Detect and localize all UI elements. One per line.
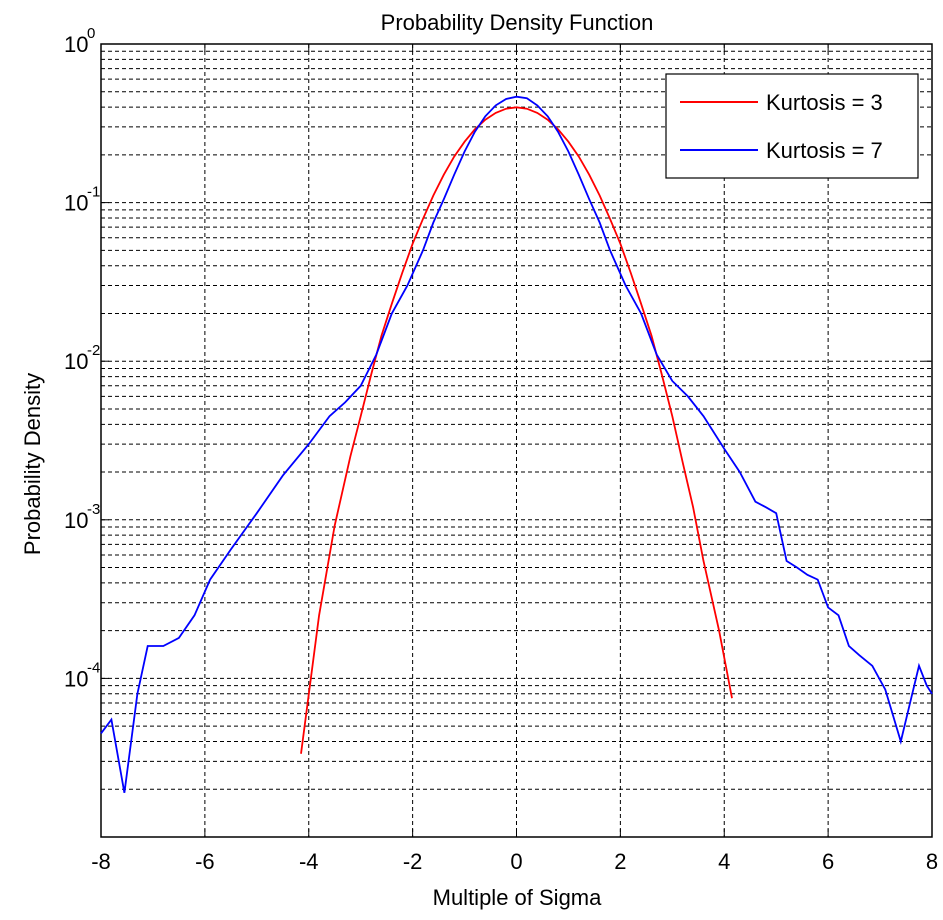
x-tick-label: -8	[91, 849, 111, 874]
x-tick-label: -6	[195, 849, 215, 874]
x-tick-label: 6	[822, 849, 834, 874]
y-tick-label-base: 10	[64, 666, 88, 691]
series-line-2	[100, 95, 933, 793]
series-layer	[100, 95, 933, 793]
x-tick-label: -4	[299, 849, 319, 874]
x-tick-label: 2	[614, 849, 626, 874]
legend-box	[665, 73, 919, 179]
chart-title: Probability Density Function	[381, 10, 654, 35]
y-tick-label-exponent: -4	[87, 659, 100, 676]
grid	[101, 44, 932, 837]
y-tick-label-base: 10	[64, 191, 88, 216]
x-axis-label: Multiple of Sigma	[433, 885, 603, 910]
y-tick-label-exponent: -3	[87, 501, 100, 518]
y-tick-label-exponent: 0	[87, 25, 95, 42]
y-tick-label-base: 10	[64, 349, 88, 374]
x-tick-label: 4	[718, 849, 730, 874]
y-axis-label: Probability Density	[20, 373, 45, 555]
x-tick-label: 8	[926, 849, 938, 874]
x-tick-label: -2	[403, 849, 423, 874]
y-tick-label-base: 10	[64, 32, 88, 57]
x-tick-label: 0	[510, 849, 522, 874]
legend-label-2: Kurtosis = 7	[766, 138, 883, 163]
y-tick-label-exponent: -1	[87, 184, 100, 201]
y-tick-label-base: 10	[64, 508, 88, 533]
legend: Kurtosis = 3 Kurtosis = 7	[665, 73, 919, 179]
legend-label-1: Kurtosis = 3	[766, 90, 883, 115]
y-tick-label-exponent: -2	[87, 342, 100, 359]
